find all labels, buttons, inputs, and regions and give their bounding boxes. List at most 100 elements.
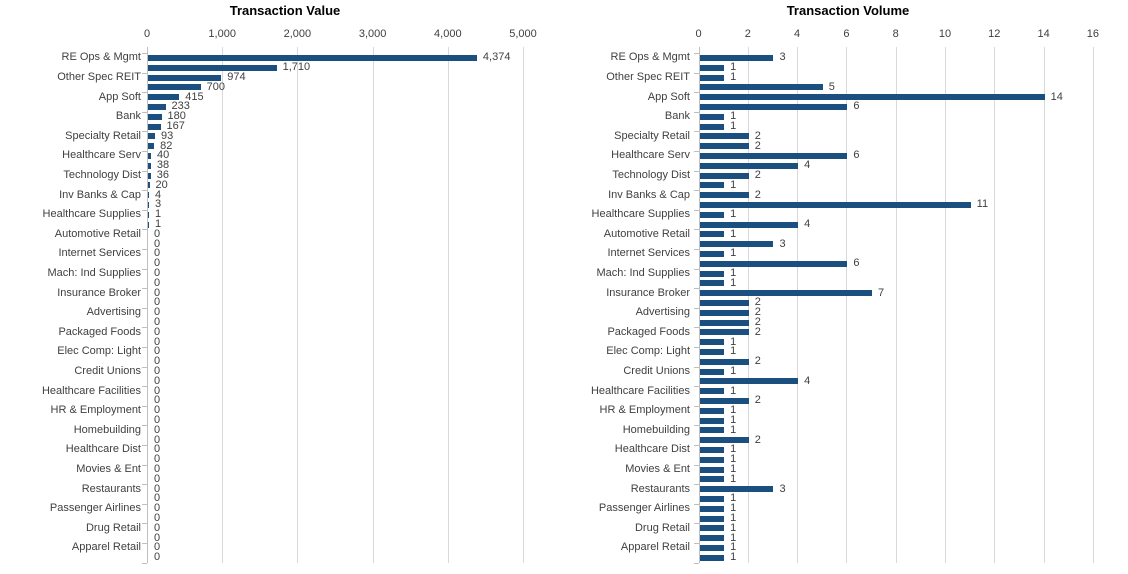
bar-value-label: 11 <box>976 198 989 211</box>
x-axis-tick-label: 1,000 <box>208 28 236 40</box>
category-axis-tick <box>142 209 147 211</box>
bar-value-label: 1 <box>730 267 737 279</box>
bar <box>148 221 149 228</box>
category-axis-tick <box>142 249 147 250</box>
category-label: Packaged Foods <box>607 325 690 338</box>
category-label: Inv Banks & Cap <box>608 188 690 201</box>
bar <box>699 182 725 189</box>
bar-value-label: 233 <box>171 100 190 113</box>
category-label: Passenger Airlines <box>49 502 141 515</box>
bar <box>699 192 749 199</box>
category-axis-tick <box>142 170 147 172</box>
category-axis-tick <box>142 229 147 231</box>
bar <box>699 525 725 532</box>
category-label: Homebuilding <box>73 423 141 436</box>
bar-value-label: 2 <box>754 169 761 181</box>
x-axis-tick-label: 16 <box>1086 28 1100 40</box>
x-axis-tick-label: 0 <box>695 28 702 40</box>
category-axis-tick <box>142 72 147 74</box>
bar-value-label: 2 <box>754 139 761 152</box>
bar-value-label: 1 <box>730 512 737 524</box>
category-axis-line <box>698 47 700 563</box>
bar-value-label: 1 <box>730 276 737 289</box>
category-label: RE Ops & Mgmt <box>61 51 141 64</box>
bar <box>148 143 155 150</box>
bar-value-label: 0 <box>154 541 161 554</box>
x-axis-tick-label: 5,000 <box>509 28 537 40</box>
bar <box>148 162 151 169</box>
bar-value-label: 82 <box>160 139 173 152</box>
category-axis-tick <box>693 347 699 348</box>
bar-value-label: 1 <box>730 208 737 221</box>
category-label: Other Spec REIT <box>606 71 690 83</box>
bar-value-label: 1 <box>730 365 737 377</box>
bar <box>148 103 166 110</box>
category-axis-tick <box>142 366 147 368</box>
category-axis-tick <box>142 151 147 152</box>
bar-value-label: 3 <box>779 237 786 250</box>
x-axis-tick-label: 4 <box>794 28 801 40</box>
bar-value-label: 3 <box>155 198 162 211</box>
bar-value-label: 7 <box>878 286 885 299</box>
bar <box>148 113 162 120</box>
bar <box>699 143 749 150</box>
x-axis-tick-label: 2,000 <box>283 28 312 40</box>
category-axis-tick <box>693 92 699 94</box>
bar <box>148 211 149 218</box>
bar <box>699 54 774 61</box>
bar <box>699 270 725 277</box>
bar-value-label: 0 <box>154 345 161 358</box>
category-axis-tick <box>142 131 147 133</box>
bar <box>699 290 873 297</box>
category-axis-tick <box>693 209 699 211</box>
category-label: Elec Comp: Light <box>606 345 690 358</box>
bar-value-label: 1,710 <box>282 61 311 74</box>
category-axis-tick <box>142 92 147 94</box>
bar-value-label: 6 <box>853 149 860 162</box>
category-axis-tick <box>693 131 699 133</box>
category-axis-tick <box>142 327 147 329</box>
bar <box>148 94 180 101</box>
chart-title-transaction-volume: Transaction Volume <box>786 3 910 18</box>
bar-value-label: 415 <box>185 90 204 103</box>
bar <box>699 515 725 522</box>
bar-value-label: 2 <box>754 325 761 338</box>
bar <box>699 476 725 483</box>
category-label: Packaged Foods <box>58 325 141 338</box>
category-axis-tick <box>142 307 147 309</box>
category-axis-tick <box>693 268 699 270</box>
category-label: Inv Banks & Cap <box>59 188 141 201</box>
bar-value-label: 2 <box>754 296 761 309</box>
bar-value-label: 0 <box>154 237 161 250</box>
bar <box>699 309 749 316</box>
x-axis-tick-label: 2 <box>744 28 751 40</box>
category-axis-tick <box>693 503 699 505</box>
category-label: Advertising <box>635 306 690 319</box>
bar-value-label: 0 <box>154 335 161 348</box>
bar-value-label: 0 <box>154 384 161 397</box>
vertical-gridline <box>1092 47 1094 563</box>
bar <box>148 64 277 71</box>
category-label: App Soft <box>647 90 690 103</box>
bar-value-label: 0 <box>154 521 161 534</box>
category-axis-tick <box>693 464 699 466</box>
bar-value-label: 0 <box>154 286 161 299</box>
category-label: Healthcare Supplies <box>42 208 141 221</box>
bar-value-label: 14 <box>1050 90 1063 103</box>
bar <box>148 172 151 179</box>
bar <box>699 162 799 169</box>
category-label: Healthcare Serv <box>62 149 141 162</box>
bar-value-label: 93 <box>160 129 174 142</box>
category-label: Advertising <box>86 306 141 319</box>
category-axis-tick <box>693 327 699 329</box>
category-label: Restaurants <box>630 482 690 495</box>
category-axis-tick <box>693 523 699 525</box>
category-label: Mach: Ind Supplies <box>596 267 690 279</box>
category-axis-tick <box>693 445 699 446</box>
category-axis-tick <box>693 249 699 250</box>
bar-value-label: 0 <box>154 267 161 279</box>
category-axis-tick <box>693 543 699 544</box>
bar <box>699 358 749 365</box>
bar <box>699 505 725 512</box>
bar-value-label: 0 <box>154 306 161 319</box>
